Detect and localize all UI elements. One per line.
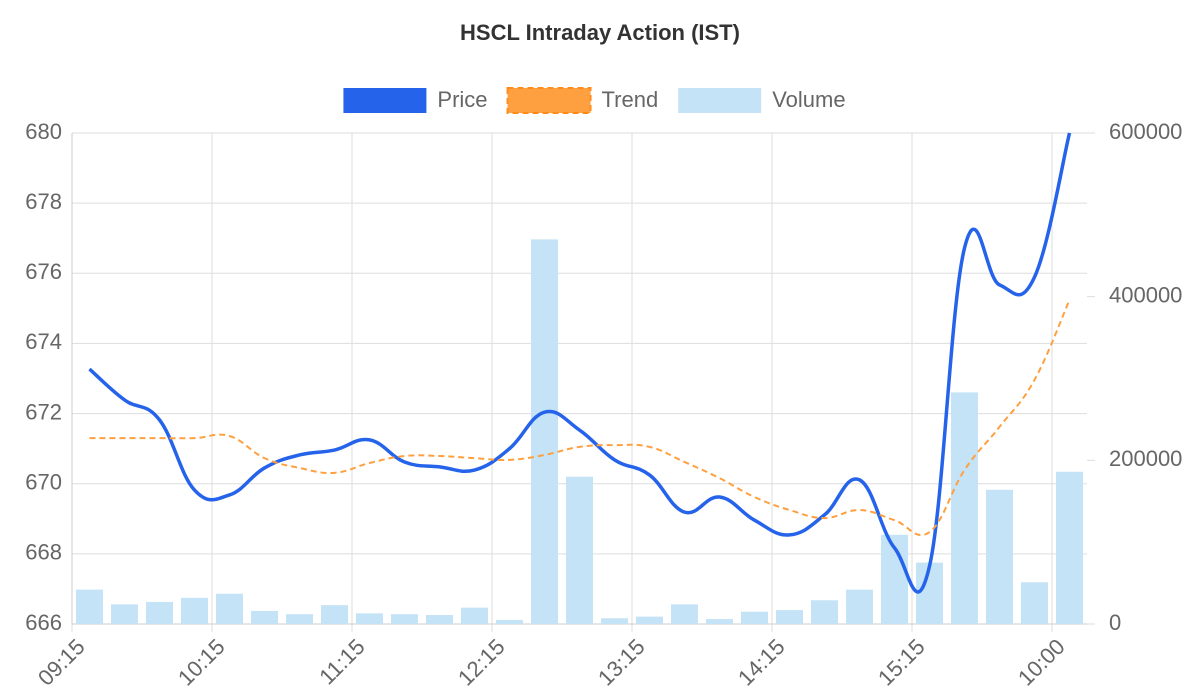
volume-bar (216, 593, 243, 624)
volume-bar (601, 618, 628, 624)
x-tick-label: 11:15 (314, 634, 369, 689)
legend-swatch (678, 88, 762, 113)
volume-bar (741, 611, 768, 624)
volume-bar (846, 589, 873, 624)
volume-bar (706, 619, 733, 624)
x-tick-label: 14:15 (733, 634, 790, 691)
volume-bar (356, 613, 383, 624)
y-tick-label: 672 (25, 399, 62, 424)
volume-bar (391, 614, 418, 624)
volume-bar (1056, 471, 1083, 624)
volume-bar (146, 601, 173, 624)
y2-tick-label: 400000 (1109, 282, 1182, 307)
y-tick-label: 668 (25, 540, 62, 565)
y-tick-label: 674 (25, 329, 62, 354)
volume-bar (321, 605, 348, 624)
legend: Price Trend Volume (343, 87, 846, 114)
volume-bar (1021, 582, 1048, 624)
volume-bar (986, 489, 1013, 624)
volume-bar (951, 392, 978, 624)
y-tick-label: 670 (25, 470, 62, 495)
volume-bar (811, 600, 838, 624)
line-price (88, 132, 1072, 594)
y-tick-label: 676 (25, 259, 62, 284)
x-tick-label: 10:00 (1013, 634, 1070, 691)
line-trend (89, 299, 1071, 537)
volume-bar (111, 604, 138, 624)
y2-tick-label: 600000 (1109, 119, 1182, 144)
legend-swatch (343, 88, 427, 113)
volume-bar (776, 610, 803, 624)
y2-tick-label: 0 (1109, 610, 1121, 635)
volume-bar (531, 239, 558, 624)
volume-bar (636, 616, 663, 624)
volume-bar (496, 619, 523, 624)
volume-bar (671, 604, 698, 624)
x-tick-label: 13:15 (593, 634, 650, 691)
volume-bar (426, 614, 453, 624)
y2-tick-label: 200000 (1109, 446, 1182, 471)
volume-bar (461, 607, 488, 624)
volume-bar (76, 589, 103, 624)
chart-title: HSCL Intraday Action (IST) (460, 20, 740, 45)
legend-label: Price (437, 87, 487, 112)
y-tick-label: 666 (25, 610, 62, 635)
legend-label: Trend (602, 87, 659, 112)
x-tick-label: 12:15 (453, 634, 510, 691)
x-tick-label: 10:15 (173, 634, 230, 691)
legend-label: Volume (772, 87, 845, 112)
volume-bar (181, 597, 208, 624)
x-tick-label: 15:15 (873, 634, 930, 691)
y-tick-label: 678 (25, 189, 62, 214)
grid (71, 132, 1087, 632)
y-tick-label: 680 (25, 119, 62, 144)
x-tick-label: 09:15 (33, 634, 90, 691)
volume-bar (566, 476, 593, 624)
volume-bar (251, 610, 278, 624)
volume-bar (286, 614, 313, 624)
legend-swatch (506, 87, 592, 114)
